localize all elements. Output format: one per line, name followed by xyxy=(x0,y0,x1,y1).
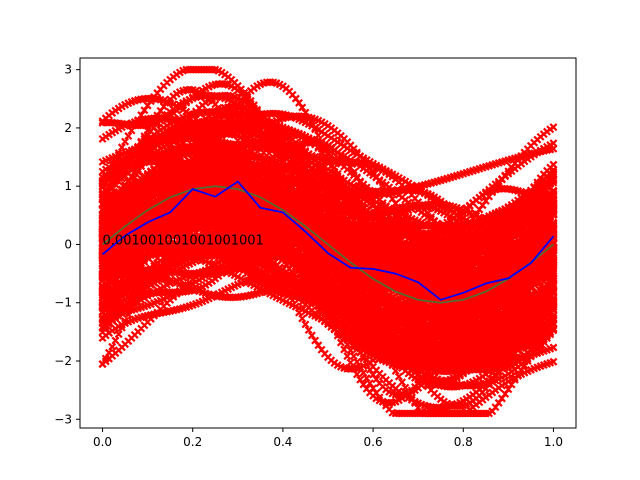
series-line xyxy=(101,185,555,304)
x-tick-label: 0.6 xyxy=(364,435,383,449)
y-tick-label: 2 xyxy=(64,121,72,135)
y-tick-label: 1 xyxy=(64,179,72,193)
x-tick-label: 0.8 xyxy=(454,435,473,449)
x-tick-label: 0.4 xyxy=(273,435,292,449)
y-tick-label: −3 xyxy=(54,412,72,426)
x-tick-label: 1.0 xyxy=(544,435,563,449)
x-axis: 0.0 0.2 0.4 0.6 0.8 1.0 xyxy=(93,428,563,449)
y-tick-label: 3 xyxy=(64,63,72,77)
x-tick-label: 0.2 xyxy=(183,435,202,449)
series-line xyxy=(101,180,555,301)
annotation-label: 0.001001001001001001 xyxy=(103,233,264,248)
y-tick-label: −2 xyxy=(54,354,72,368)
sample-markers xyxy=(98,65,558,418)
sample-curve xyxy=(98,232,558,373)
series-lines xyxy=(101,180,555,304)
y-tick-label: −1 xyxy=(54,296,72,310)
x-tick-label: 0.0 xyxy=(93,435,112,449)
y-axis: −3 −2 −1 0 1 2 3 xyxy=(54,63,80,426)
sample-curve xyxy=(98,139,558,313)
y-tick-label: 0 xyxy=(64,237,72,251)
sample-curve xyxy=(98,204,558,352)
plot-frame xyxy=(79,57,577,429)
